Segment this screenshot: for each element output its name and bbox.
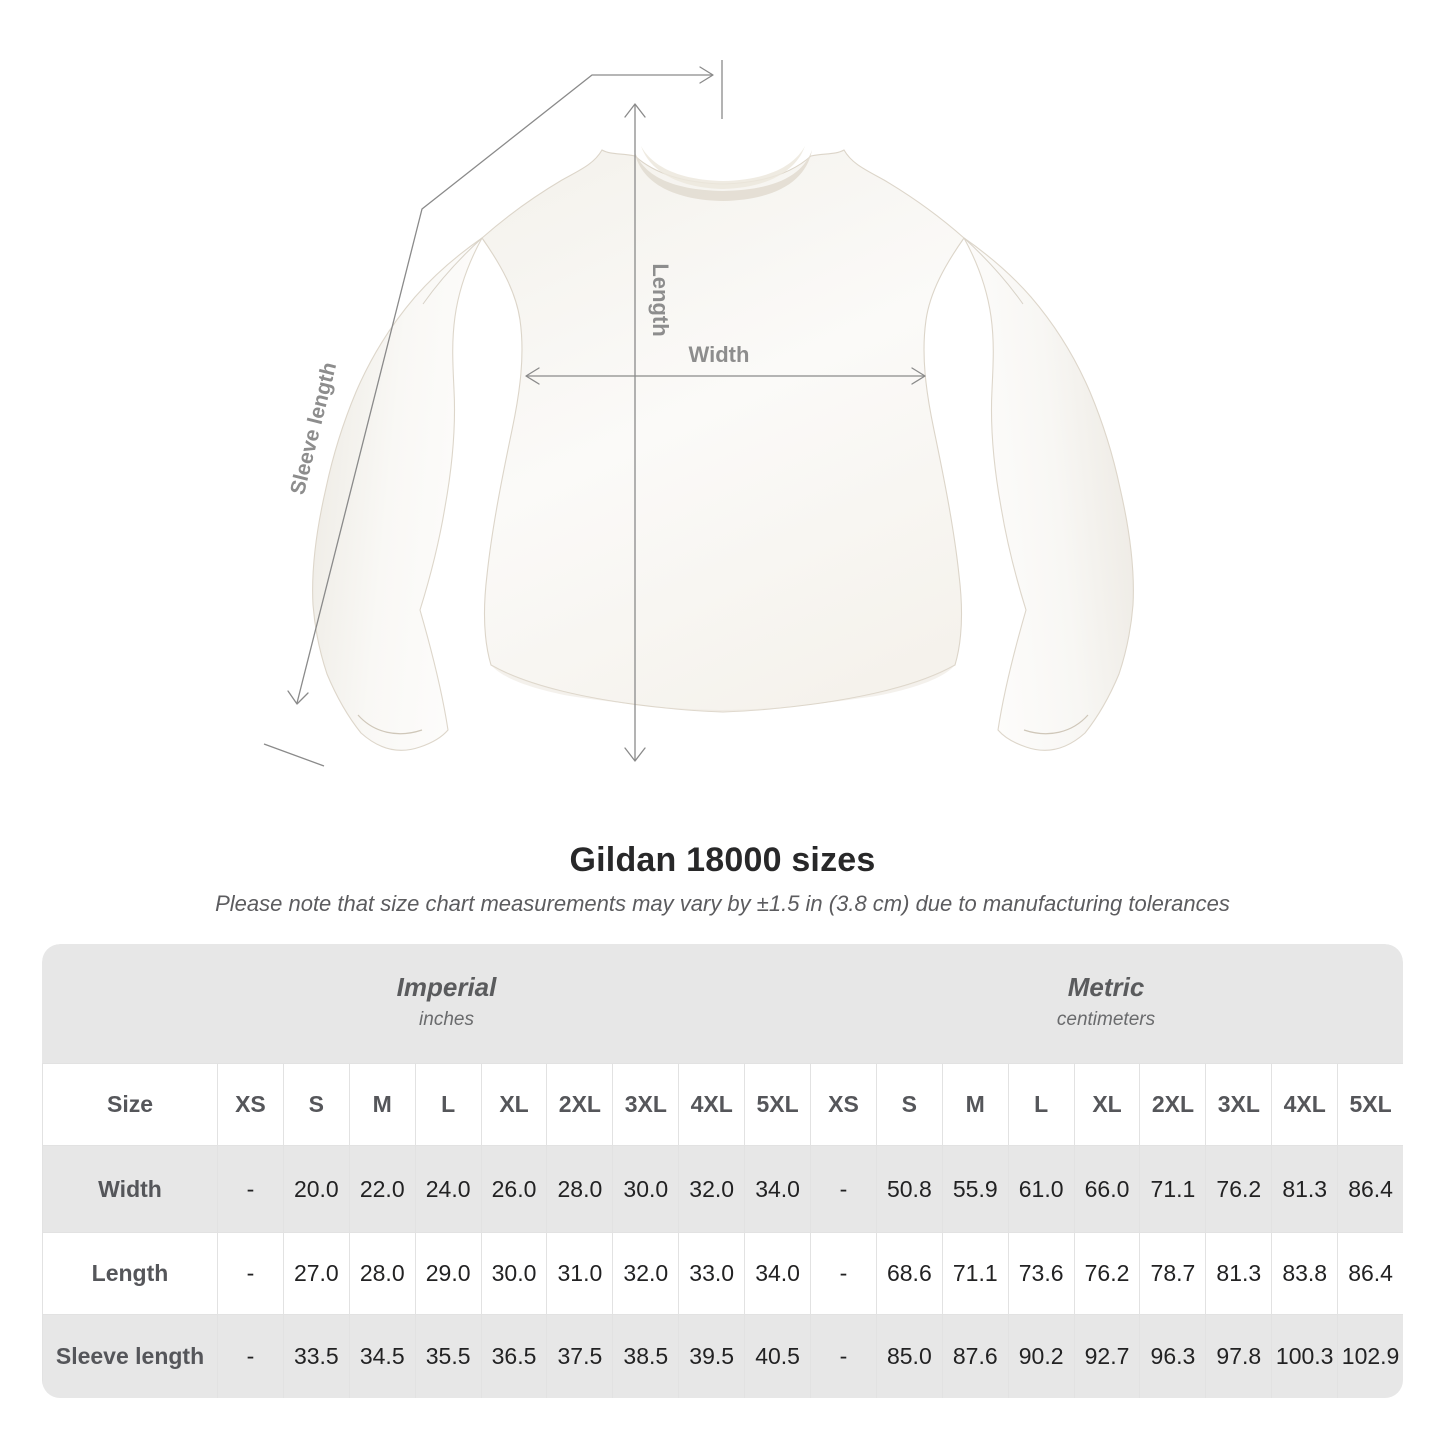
- svg-text:Width: Width: [689, 342, 750, 367]
- svg-text:Length: Length: [648, 263, 673, 336]
